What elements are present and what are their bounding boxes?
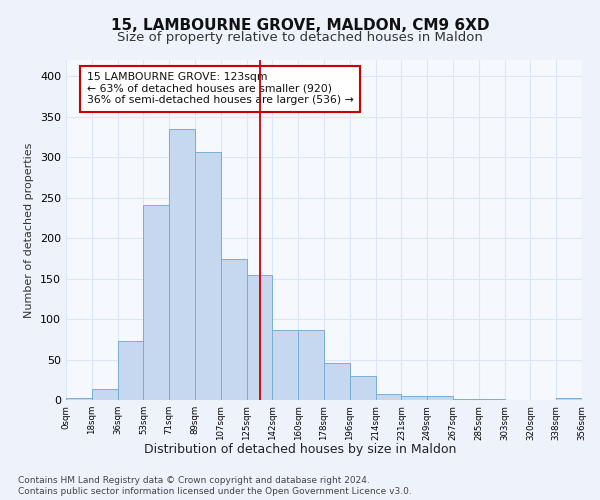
Text: 15, LAMBOURNE GROVE, MALDON, CM9 6XD: 15, LAMBOURNE GROVE, MALDON, CM9 6XD <box>111 18 489 32</box>
Bar <box>453 399 479 400</box>
Bar <box>169 129 195 400</box>
Bar <box>66 398 92 400</box>
Bar <box>324 363 350 400</box>
Text: Contains public sector information licensed under the Open Government Licence v3: Contains public sector information licen… <box>18 487 412 496</box>
Bar <box>247 274 272 400</box>
Bar <box>376 394 401 400</box>
Y-axis label: Number of detached properties: Number of detached properties <box>25 142 34 318</box>
Bar <box>272 330 298 400</box>
Bar <box>556 398 582 400</box>
Bar <box>221 259 247 400</box>
Bar <box>298 330 324 400</box>
Bar <box>143 205 169 400</box>
Bar <box>118 341 143 400</box>
Bar <box>350 376 376 400</box>
Bar <box>401 396 427 400</box>
Text: 15 LAMBOURNE GROVE: 123sqm
← 63% of detached houses are smaller (920)
36% of sem: 15 LAMBOURNE GROVE: 123sqm ← 63% of deta… <box>86 72 353 106</box>
Bar <box>195 152 221 400</box>
Text: Distribution of detached houses by size in Maldon: Distribution of detached houses by size … <box>144 442 456 456</box>
Bar <box>92 388 118 400</box>
Bar <box>427 396 453 400</box>
Text: Contains HM Land Registry data © Crown copyright and database right 2024.: Contains HM Land Registry data © Crown c… <box>18 476 370 485</box>
Text: Size of property relative to detached houses in Maldon: Size of property relative to detached ho… <box>117 31 483 44</box>
Bar <box>479 399 505 400</box>
